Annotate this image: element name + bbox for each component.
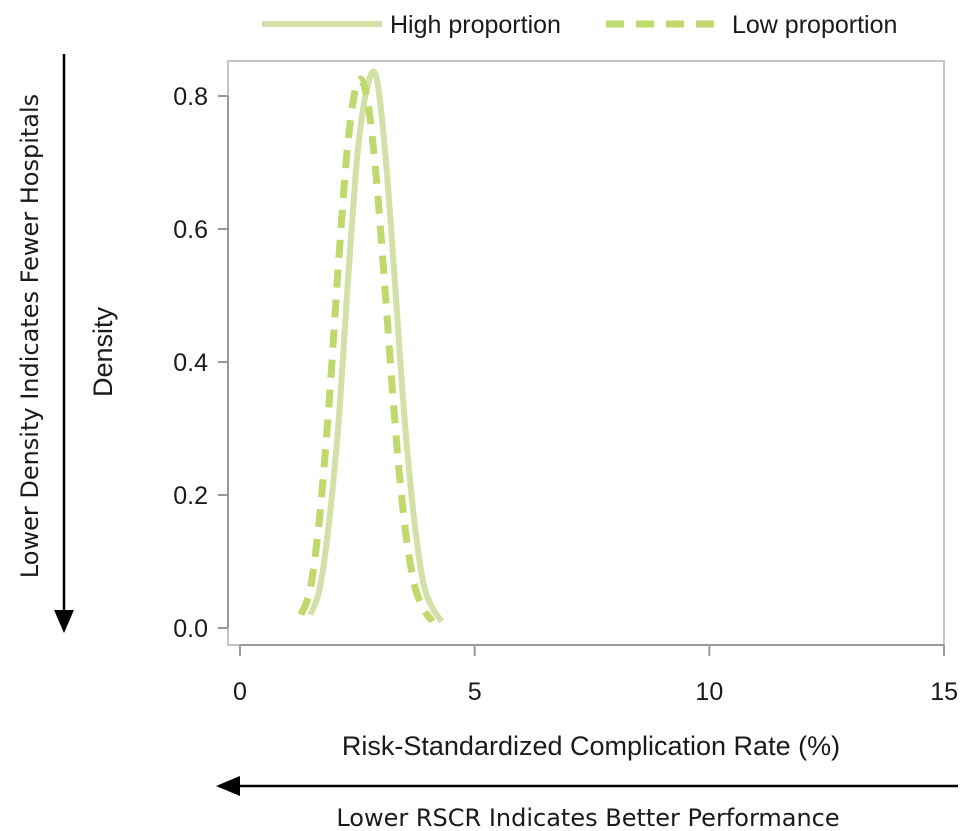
y-axis-title: Density	[88, 306, 118, 397]
x-axis: 0 5 10 15	[233, 644, 958, 706]
y-tick-label: 0.8	[173, 83, 208, 111]
x-tick-label: 5	[468, 678, 482, 706]
horizontal-arrow-annotation: Lower RSCR Indicates Better Performance	[216, 776, 958, 831]
y-tick-label: 0.6	[173, 216, 208, 244]
x-tick-label: 10	[695, 678, 723, 706]
legend-label-high-proportion: High proportion	[390, 11, 561, 39]
horizontal-arrow-label: Lower RSCR Indicates Better Performance	[336, 804, 839, 831]
y-tick-label: 0.0	[173, 615, 208, 643]
down-arrow-icon	[54, 610, 74, 633]
y-axis: 0.0 0.2 0.4 0.6 0.8	[173, 83, 229, 643]
x-axis-title: Risk-Standardized Complication Rate (%)	[342, 731, 840, 761]
y-tick-label: 0.2	[173, 482, 208, 510]
plot-area-frame	[227, 60, 945, 646]
series-line-high-proportion	[307, 68, 445, 624]
legend-label-low-proportion: Low proportion	[732, 11, 897, 39]
vertical-arrow-label: Lower Density Indicates Fewer Hospitals	[16, 94, 44, 578]
left-arrow-icon	[216, 776, 240, 796]
x-tick-label: 0	[233, 678, 247, 706]
series-layer	[297, 68, 445, 624]
x-tick-label: 15	[930, 678, 958, 706]
legend: High proportion Low proportion	[262, 11, 897, 39]
vertical-arrow-annotation: Lower Density Indicates Fewer Hospitals	[16, 54, 74, 633]
y-tick-label: 0.4	[173, 349, 208, 377]
series-line-low-proportion	[297, 75, 436, 624]
